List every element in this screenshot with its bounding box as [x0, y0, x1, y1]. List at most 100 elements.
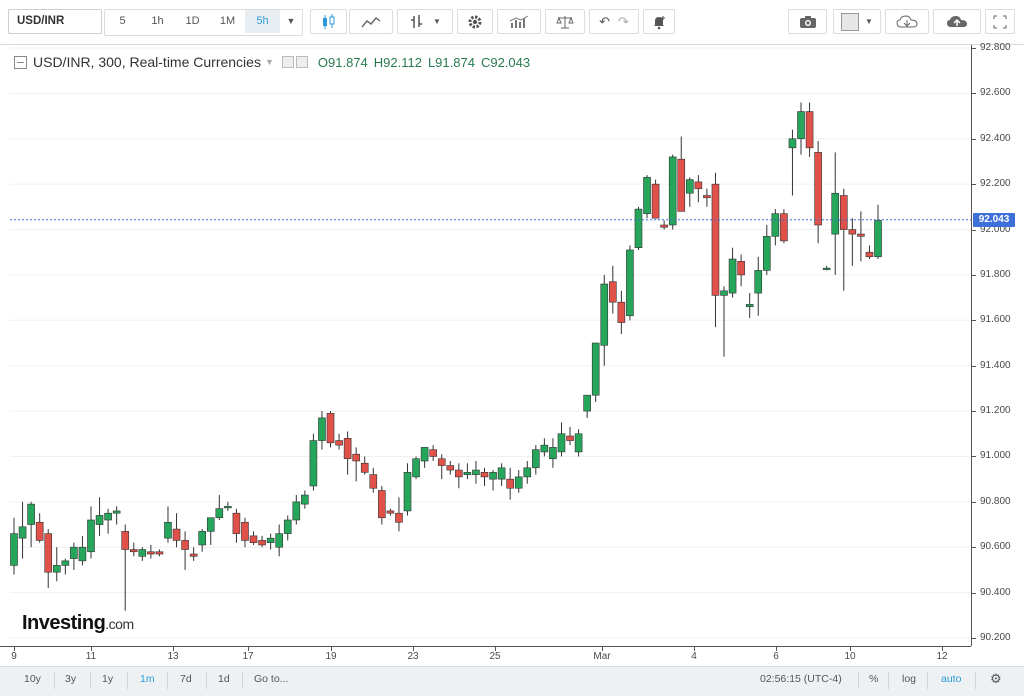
gear-icon[interactable]: ⚙: [990, 671, 1002, 686]
candle[interactable]: [258, 535, 266, 548]
candle[interactable]: [266, 533, 275, 550]
candle[interactable]: [668, 154, 677, 230]
candle[interactable]: [215, 495, 224, 520]
candle[interactable]: [720, 286, 728, 357]
range-3y-button[interactable]: 3y: [65, 673, 77, 685]
candle[interactable]: [352, 447, 360, 482]
timeframe-1d-button[interactable]: 1D: [185, 15, 200, 27]
candle[interactable]: [557, 422, 566, 457]
candle[interactable]: [18, 501, 27, 559]
timeframe-1h-button[interactable]: 1h: [151, 15, 164, 27]
candle[interactable]: [762, 225, 771, 275]
candle[interactable]: [386, 508, 395, 516]
range-1y-button[interactable]: 1y: [102, 673, 114, 685]
cloud-load-button[interactable]: [885, 9, 929, 34]
candle[interactable]: [369, 467, 378, 493]
candle[interactable]: [532, 445, 540, 475]
candle[interactable]: [446, 461, 455, 475]
collapse-legend-icon[interactable]: [14, 55, 27, 69]
candle[interactable]: [489, 470, 497, 491]
candle[interactable]: [275, 524, 283, 557]
candle[interactable]: [198, 529, 206, 552]
auto-scale-toggle[interactable]: auto: [941, 673, 962, 685]
candle[interactable]: [745, 293, 754, 319]
candle[interactable]: [95, 497, 104, 536]
candle[interactable]: [78, 535, 87, 566]
settings-button[interactable]: [457, 9, 493, 34]
candle[interactable]: [651, 179, 660, 219]
area-style-button[interactable]: [349, 9, 393, 34]
candle[interactable]: [839, 188, 848, 291]
candle[interactable]: [865, 245, 874, 260]
compare-button[interactable]: [545, 9, 585, 34]
candle[interactable]: [181, 531, 189, 570]
candle[interactable]: [771, 209, 780, 246]
cloud-save-button[interactable]: [933, 9, 981, 34]
candle[interactable]: [104, 508, 112, 534]
candle[interactable]: [463, 463, 472, 480]
goto-date-button[interactable]: Go to...: [254, 673, 289, 685]
series-settings-icon[interactable]: [295, 56, 308, 68]
candle[interactable]: [805, 102, 814, 157]
candle[interactable]: [831, 152, 840, 275]
candle[interactable]: [70, 542, 78, 570]
range-1m-button[interactable]: 1m: [140, 673, 155, 685]
candle[interactable]: [797, 102, 805, 155]
candle[interactable]: [780, 209, 788, 244]
candle[interactable]: [420, 447, 429, 468]
log-scale-toggle[interactable]: log: [902, 673, 917, 685]
candle[interactable]: [583, 394, 591, 418]
alert-button[interactable]: [643, 9, 675, 34]
candle[interactable]: [378, 485, 386, 525]
candle[interactable]: [857, 211, 865, 262]
candle[interactable]: [737, 254, 745, 287]
legend-chevron-down-icon[interactable]: ▼: [264, 57, 274, 67]
candle[interactable]: [44, 529, 53, 589]
candle[interactable]: [292, 495, 301, 525]
hide-series-icon[interactable]: [281, 56, 294, 68]
indicators-button[interactable]: ▼: [397, 9, 453, 34]
clock-timezone[interactable]: 02:56:15 (UTC-4): [760, 673, 842, 685]
timeframe-5m-button[interactable]: 5: [119, 15, 126, 27]
studies-button[interactable]: [497, 9, 541, 34]
candle[interactable]: [574, 429, 583, 457]
candle[interactable]: [129, 542, 138, 557]
candle[interactable]: [61, 558, 70, 575]
candle[interactable]: [626, 245, 634, 321]
candle[interactable]: [455, 463, 463, 489]
chart-plot-area[interactable]: [10, 45, 971, 646]
candle[interactable]: [686, 177, 694, 207]
candle[interactable]: [566, 426, 574, 446]
candle[interactable]: [617, 290, 626, 334]
candle[interactable]: [711, 172, 720, 328]
candle[interactable]: [164, 506, 172, 543]
candle[interactable]: [600, 274, 609, 366]
candles-style-button[interactable]: [310, 9, 347, 34]
candle[interactable]: [147, 544, 155, 559]
candle[interactable]: [480, 467, 489, 486]
candle[interactable]: [155, 549, 164, 557]
candle[interactable]: [660, 220, 668, 230]
range-10y-button[interactable]: 10y: [24, 673, 41, 685]
time-axis[interactable]: 9 11 13 17 19 23 25 Mar 4 6 10 12: [0, 646, 971, 667]
fullscreen-button[interactable]: [985, 9, 1015, 34]
candle[interactable]: [301, 490, 309, 509]
candle[interactable]: [121, 524, 130, 611]
candle[interactable]: [172, 513, 181, 548]
range-1d-button[interactable]: 1d: [218, 673, 230, 685]
percent-scale-toggle[interactable]: %: [869, 673, 879, 685]
candle[interactable]: [283, 515, 292, 541]
candle[interactable]: [429, 445, 437, 461]
candle[interactable]: [677, 136, 686, 212]
candle[interactable]: [814, 141, 822, 244]
candle[interactable]: [703, 188, 711, 207]
candle[interactable]: [112, 506, 121, 525]
candle[interactable]: [848, 218, 857, 266]
candle[interactable]: [472, 461, 480, 484]
candle[interactable]: [343, 431, 352, 475]
timeframe-5h-button[interactable]: 5h: [245, 10, 280, 33]
timeframe-1m-button[interactable]: 1M: [219, 15, 236, 27]
candle[interactable]: [540, 438, 549, 457]
candle[interactable]: [643, 175, 651, 219]
candle[interactable]: [549, 438, 557, 468]
